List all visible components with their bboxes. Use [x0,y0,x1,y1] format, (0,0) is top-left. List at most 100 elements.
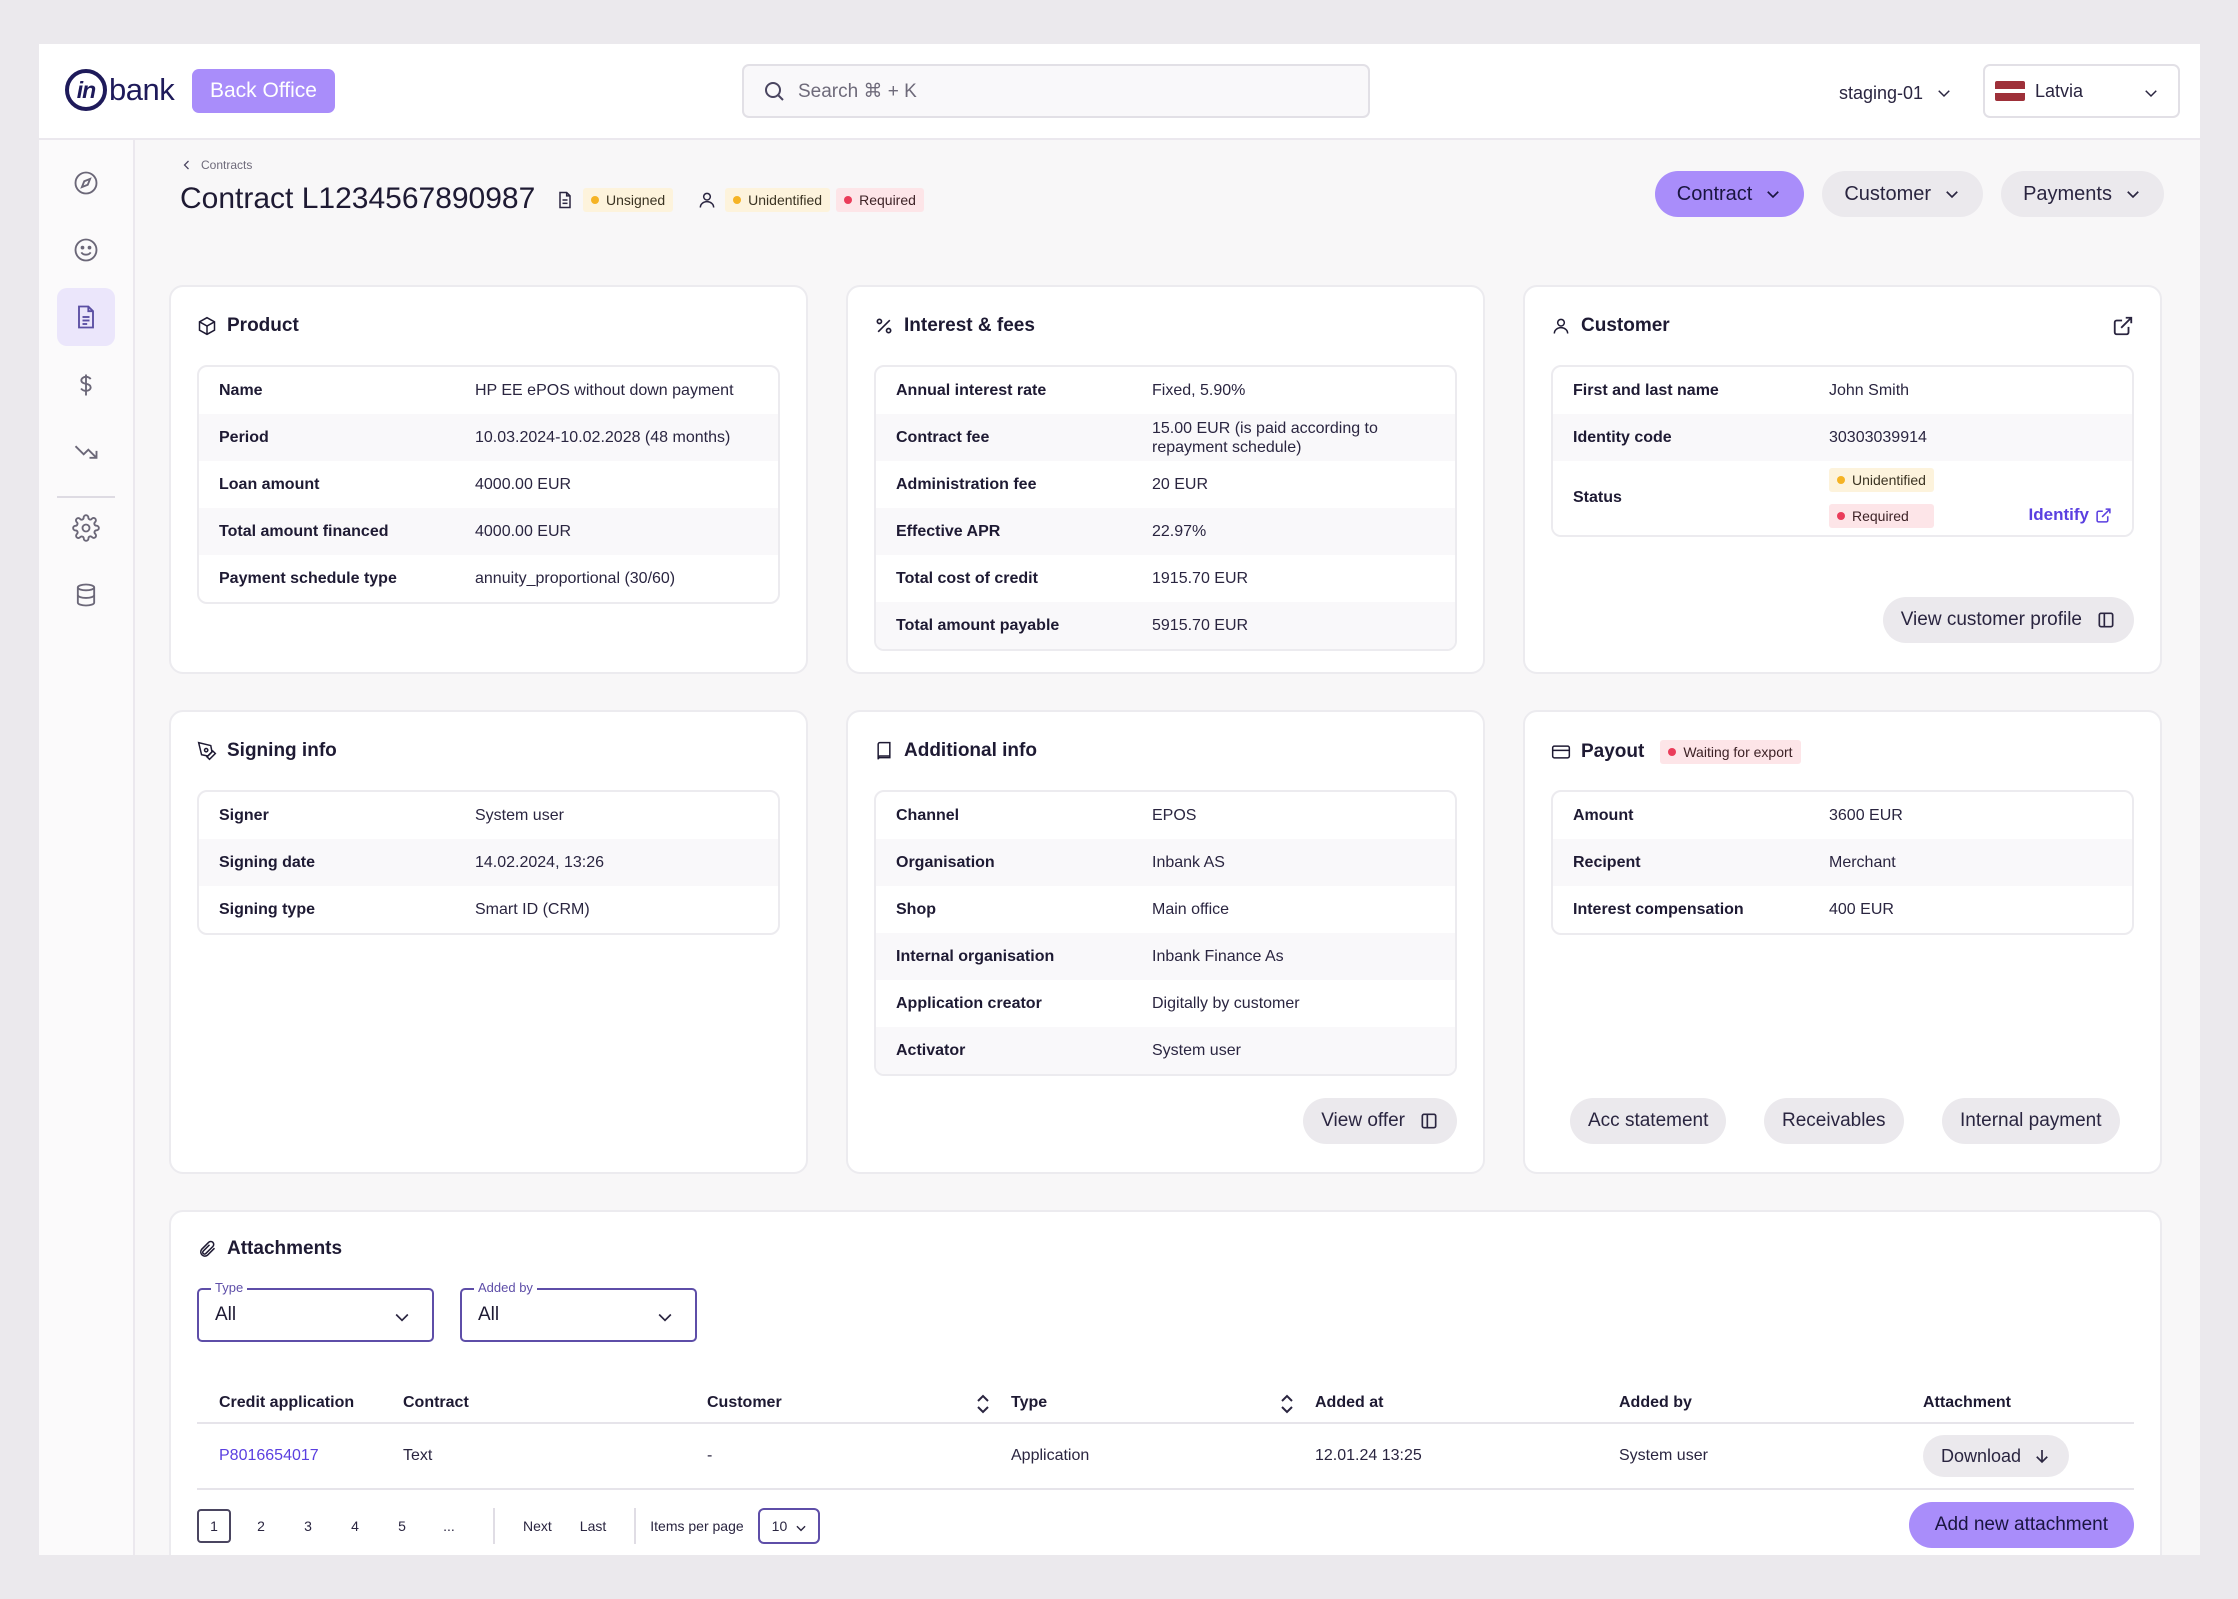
top-header: in bank Back Office Search ⌘ + K staging… [39,44,2200,140]
card-title: Interest & fees [874,315,1035,337]
sidebar-item-payments[interactable] [57,356,115,414]
sort-icon[interactable] [1277,1392,1297,1416]
product-card: Product Name HP EE ePOS without down paym… [169,285,808,674]
download-button[interactable]: Download [1923,1435,2070,1477]
items-per-page-label: Items per page [650,1518,744,1534]
sidebar-item-settings[interactable] [57,499,115,557]
kv-value: Inbank Finance As [1152,948,1284,965]
sidebar-item-debt[interactable] [57,423,115,481]
page-1[interactable]: 1 [197,1509,231,1543]
environment-select[interactable]: staging-01 [1839,78,1953,108]
panel-icon [1421,1113,1437,1129]
page-3[interactable]: 3 [304,1518,312,1534]
kv-row: Recipent Merchant [1553,839,2132,886]
kv-row: Name HP EE ePOS without down payment [199,367,778,414]
kv-key: Payment schedule type [219,569,397,587]
document-icon [555,190,575,210]
view-customer-profile-button[interactable]: View customer profile [1882,597,2134,643]
kv-row: Internal organisation Inbank Finance As [876,933,1455,980]
logo-mark: in [65,69,107,111]
sidebar [39,140,135,1555]
app-window: in bank Back Office Search ⌘ + K staging… [39,44,2200,1555]
add-new-attachment-button[interactable]: Add new attachment [1908,1502,2134,1548]
type-filter-select[interactable]: Type All [197,1280,434,1342]
kv-key: Annual interest rate [896,381,1047,399]
next-page-link[interactable]: Next [523,1518,552,1534]
view-offer-button[interactable]: View offer [1303,1098,1457,1144]
kv-key: Amount [1573,806,1634,824]
kv-row: Period 10.03.2024-10.02.2028 (48 months) [199,414,778,461]
page-5[interactable]: 5 [398,1518,406,1534]
identify-link[interactable]: Identify [2029,505,2112,525]
top-actions: Contract Customer Payments [1637,171,2164,217]
kv-row-status: Status Unidentified Required Identify [1553,461,2132,535]
items-per-page-select[interactable]: 10 [757,1508,820,1544]
identification-badge: Unidentified [725,188,831,212]
sidebar-divider [57,496,115,498]
search-input[interactable]: Search ⌘ + K [742,64,1370,118]
kv-key: Organisation [896,853,995,871]
column-customer[interactable]: Customer [707,1394,1011,1414]
breadcrumb-link[interactable]: Contracts [201,158,253,172]
status-badges: Unidentified Required [1829,468,1934,528]
contract-menu-button[interactable]: Contract [1654,171,1805,217]
payments-menu-button[interactable]: Payments [2001,171,2164,217]
contract-cell: Text [403,1447,433,1464]
page-2[interactable]: 2 [257,1518,265,1534]
internal-payment-button[interactable]: Internal payment [1942,1098,2120,1144]
kv-key: Signer [219,806,269,824]
sidebar-item-contracts[interactable] [57,288,115,346]
page-title: Contract L1234567890987 [180,182,536,215]
table-row: P8016654017 Text - Application 12.01.24 … [197,1424,2134,1490]
kv-key: Signing type [219,900,315,918]
attachments-table: Credit application Contract Customer Typ… [197,1384,2134,1490]
kv-value: EPOS [1152,807,1197,824]
inbank-logo[interactable]: in bank [65,68,175,112]
dollar-icon [80,374,92,396]
kv-row: Signing type Smart ID (CRM) [199,886,778,933]
external-link-icon[interactable] [2112,315,2134,337]
kv-key: Total cost of credit [896,569,1038,587]
kv-value: Inbank AS [1152,854,1225,871]
kv-key: Interest compensation [1573,900,1744,918]
credit-application-link[interactable]: P8016654017 [219,1447,319,1464]
kv-value: 10.03.2024-10.02.2028 (48 months) [475,429,731,446]
kv-key: First and last name [1573,381,1719,399]
kv-value: 22.97% [1152,523,1207,540]
paperclip-icon [200,1240,216,1257]
payout-status-badge: Waiting for export [1660,740,1801,764]
pagination-divider [634,1508,637,1544]
credit-card-icon [1551,745,1571,759]
column-type[interactable]: Type [1011,1394,1315,1414]
customer-menu-button[interactable]: Customer [1822,171,1984,217]
book-icon [877,741,891,760]
kv-row: Interest compensation 400 EUR [1553,886,2132,933]
smiley-icon [74,238,98,262]
acc-statement-button[interactable]: Acc statement [1570,1098,1727,1144]
added-by-filter-select[interactable]: Added by All [460,1280,697,1342]
kv-key: Application creator [896,994,1042,1012]
sidebar-item-customers[interactable] [57,221,115,279]
country-label: Latvia [2035,80,2084,101]
receivables-button[interactable]: Receivables [1764,1098,1904,1144]
kv-row: Effective APR 22.97% [876,508,1455,555]
kv-row: Signing date 14.02.2024, 13:26 [199,839,778,886]
kv-value: HP EE ePOS without down payment [475,382,734,399]
sidebar-item-database[interactable] [57,566,115,624]
kv-key: Loan amount [219,475,320,493]
kv-row: Contract fee 15.00 EUR (is paid according… [876,414,1455,461]
kv-key: Period [219,428,269,446]
page-4[interactable]: 4 [351,1518,359,1534]
country-select[interactable]: Latvia [1983,64,2180,118]
last-page-link[interactable]: Last [579,1518,607,1534]
breadcrumb[interactable]: Contracts [181,158,252,172]
kv-row: Application creator Digitally by customer [876,980,1455,1027]
sidebar-item-dashboard[interactable] [57,154,115,212]
kv-value: System user [1152,1042,1241,1059]
sort-icon[interactable] [973,1392,993,1416]
kv-row: Annual interest rate Fixed, 5.90% [876,367,1455,414]
user-icon [697,190,717,210]
kv-row: Payment schedule type annuity_proportiona… [199,555,778,602]
unidentified-badge: Unidentified [1829,468,1934,492]
